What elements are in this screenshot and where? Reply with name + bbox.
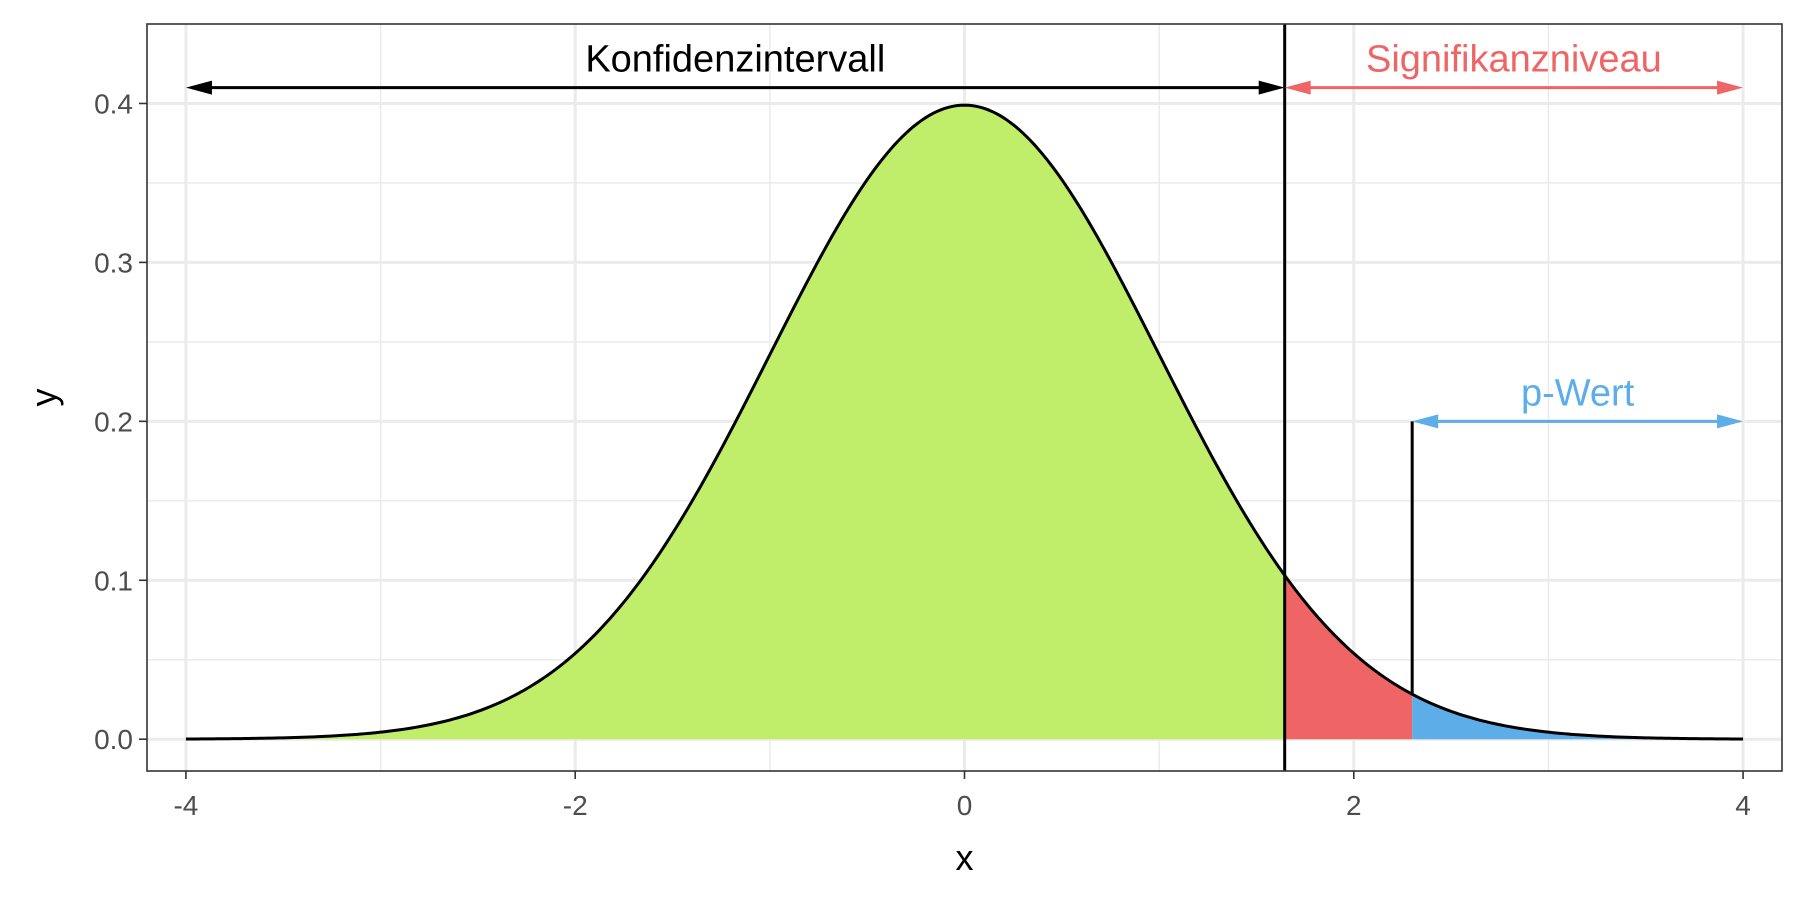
annotation-arrowhead-left-1 [1284,80,1311,95]
annotation-label-0: Konfidenzintervall [585,39,885,81]
axes: -4 -2 0 2 4 0.0 0.1 0.2 0.3 0.4 x y [23,88,1751,878]
reference-lines [1283,24,1414,771]
shaded-region-2 [1412,694,1744,740]
y-tick-label: 0.4 [94,88,133,119]
annotation-arrowhead-right-2 [1717,414,1744,429]
y-tick-label: 0.0 [94,724,133,755]
annotation-arrowhead-left-2 [1412,414,1439,429]
y-tick-label: 0.1 [94,565,133,596]
x-tick-label: 0 [957,790,973,821]
x-tick-label: 2 [1346,790,1362,821]
annotation-arrowhead-right-1 [1717,80,1744,95]
x-tick-label: -4 [173,790,198,821]
x-axis-title: x [956,837,974,878]
y-axis-title: y [23,389,64,407]
annotation-arrowhead-left-0 [185,80,212,95]
annotation-arrowhead-right-0 [1258,80,1285,95]
x-tick-label: -2 [563,790,588,821]
y-tick-label: 0.3 [94,247,133,278]
y-tick-label: 0.2 [94,406,133,437]
annotations: Konfidenzintervall Signifikanzniveau p-Wer… [185,39,1744,429]
annotation-label-1: Signifikanzniveau [1366,39,1662,81]
shaded-region-0 [185,105,1285,740]
density-curve-group [185,103,1744,741]
density-curve [185,103,1744,741]
annotation-label-2: p-Wert [1521,372,1635,414]
x-tick-label: 4 [1735,790,1751,821]
